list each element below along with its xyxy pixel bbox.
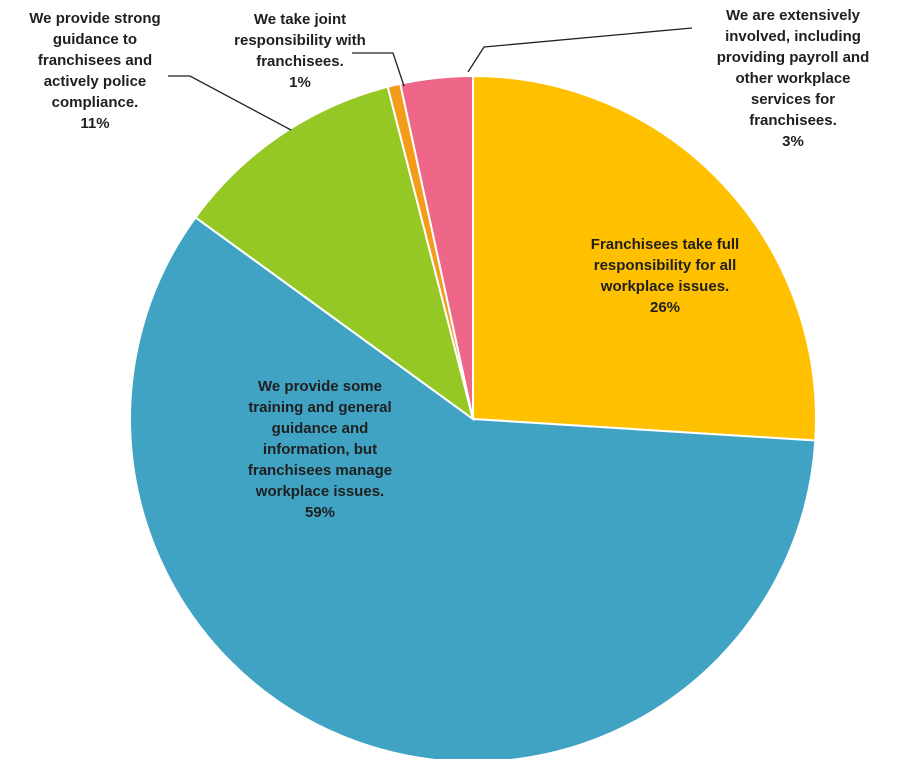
label-line: We provide some: [258, 378, 382, 395]
percent-label: 1%: [289, 74, 311, 91]
slice-extensively-involved: [399, 74, 474, 420]
label-line: workplace issues.: [600, 278, 730, 295]
label-line: Franchisees take full: [590, 236, 740, 253]
pie-slices: [129, 74, 817, 759]
label-line: involved, including: [725, 28, 861, 45]
label-line: franchisees.: [749, 112, 837, 129]
slice-label-some-training: We provide some training and general gui…: [200, 376, 440, 523]
label-line: services for: [750, 91, 836, 108]
label-line: workplace issues.: [255, 483, 385, 500]
slice-label-full-responsibility: Franchisees take full responsibility for…: [545, 234, 785, 318]
percent-label: 11%: [80, 115, 110, 132]
label-line: franchisees and: [37, 52, 153, 69]
slice-some-training: [129, 215, 817, 759]
leader-line-strong-guidance: [168, 75, 292, 131]
label-line: actively police: [43, 73, 147, 90]
leader-line-joint-responsibility: [352, 52, 405, 87]
label-line: guidance to: [52, 31, 138, 48]
label-line: other workplace: [735, 70, 851, 87]
percent-label: 59%: [304, 504, 336, 521]
leader-line-extensively-involved: [467, 27, 693, 73]
slice-full-responsibility: [472, 74, 817, 442]
slice-label-strong-guidance: We provide strong guidance to franchisee…: [0, 8, 190, 134]
percent-label: 26%: [649, 299, 681, 316]
label-line: responsibility with: [234, 32, 366, 49]
label-line: providing payroll and: [716, 49, 870, 66]
label-line: guidance and: [271, 420, 369, 437]
slice-label-extensively-involved: We are extensively involved, including p…: [688, 5, 898, 152]
label-line: training and general: [248, 399, 392, 416]
label-line: franchisees manage: [247, 462, 393, 479]
percent-label: 3%: [782, 133, 804, 150]
label-line: compliance.: [51, 94, 139, 111]
label-line: responsibility for all: [593, 257, 737, 274]
label-line: franchisees.: [256, 53, 344, 70]
label-line: We take joint: [253, 11, 347, 28]
slice-strong-guidance: [194, 85, 475, 422]
label-line: We provide strong: [29, 10, 161, 27]
label-line: We are extensively: [726, 7, 860, 24]
label-line: information, but: [262, 441, 378, 458]
leader-lines: [168, 27, 693, 131]
slice-label-joint-responsibility: We take joint responsibility with franch…: [205, 9, 395, 93]
